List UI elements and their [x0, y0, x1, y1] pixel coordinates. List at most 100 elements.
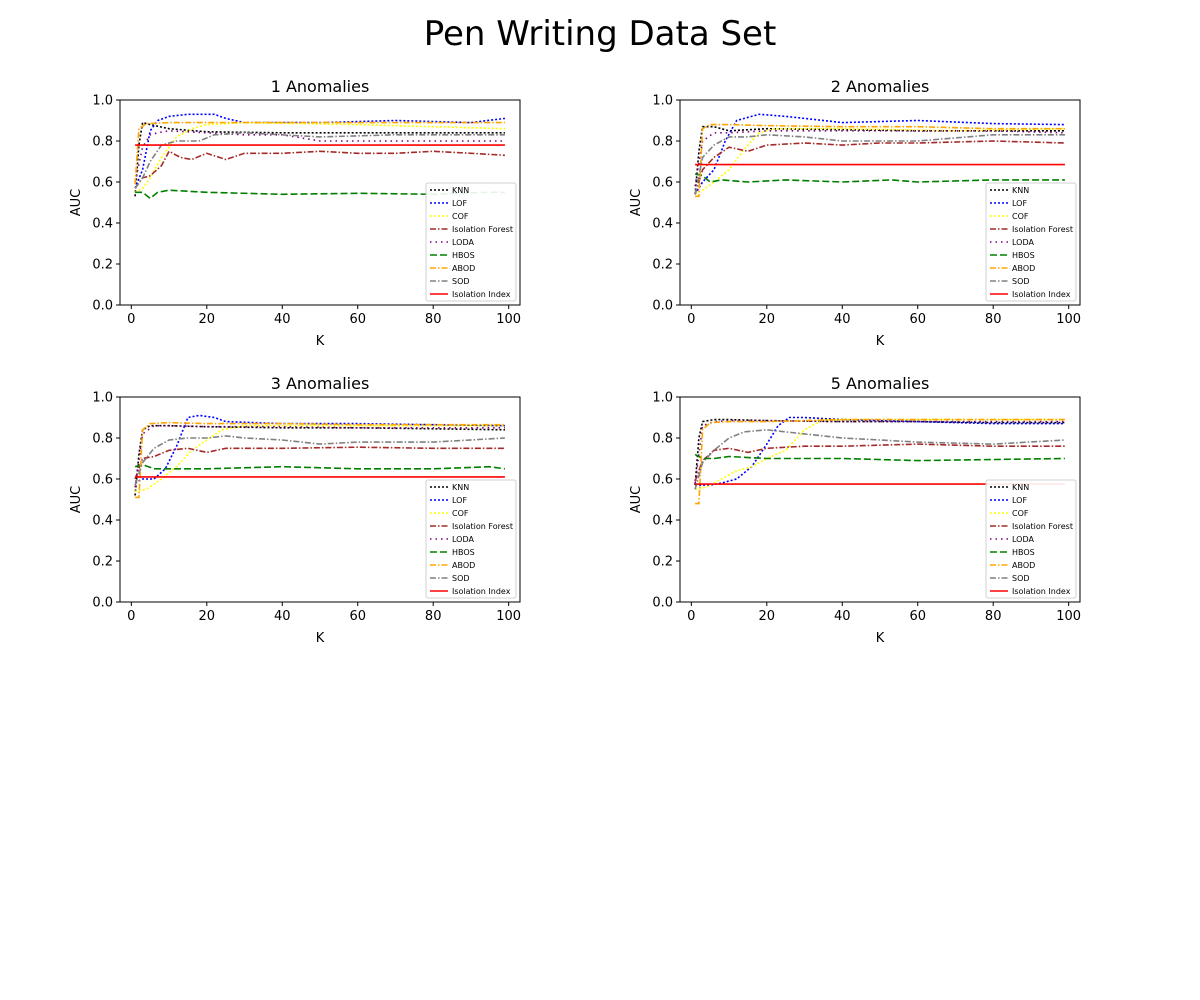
x-tick-label: 100 — [1056, 312, 1081, 327]
series-lines — [694, 113, 1065, 198]
x-tick-label: 20 — [199, 312, 216, 327]
x-tick-label: 0 — [127, 312, 135, 327]
legend-label: KNN — [452, 483, 469, 492]
legend-label: SOD — [1012, 277, 1030, 286]
x-tick-label: 100 — [496, 312, 521, 327]
legend: KNN LOF COF Isolation Forest LODA HBOS ABOD SOD… — [425, 479, 517, 599]
legend-label: COF — [1012, 212, 1029, 221]
series-line-isolation-forest — [694, 140, 1065, 195]
series-line-sod — [694, 428, 1065, 490]
series-line-isolation-forest — [134, 150, 505, 189]
y-tick-label: 0.4 — [92, 514, 113, 529]
series-line-lof — [134, 113, 505, 189]
legend-label: KNN — [452, 186, 469, 195]
y-tick-label: 1.0 — [652, 391, 673, 406]
y-axis-label: AUC — [629, 189, 644, 217]
legend-label: Isolation Forest — [452, 225, 513, 234]
series-line-hbos — [694, 453, 1065, 462]
legend-label: ABOD — [452, 561, 475, 570]
legend-label: KNN — [1012, 186, 1029, 195]
y-tick-label: 0.0 — [652, 299, 673, 314]
x-tick-label: 100 — [496, 609, 521, 624]
x-tick-label: 60 — [349, 312, 366, 327]
y-tick-label: 0.8 — [652, 135, 673, 150]
chart-title: 3 Anomalies — [271, 374, 370, 393]
x-tick-label: 60 — [909, 312, 926, 327]
series-line-cof — [134, 424, 505, 493]
legend-label: HBOS — [1012, 548, 1035, 557]
chart-panel-2: 2 Anomalies 0 20 40 60 80 100 0.0 0.2 0.4 0.6 0.8 1.… — [629, 77, 1081, 349]
x-tick-label: 60 — [909, 609, 926, 624]
series-line-cof — [134, 121, 505, 194]
y-tick-label: 1.0 — [92, 94, 113, 109]
legend-label: LODA — [1012, 238, 1034, 247]
series-line-knn — [134, 121, 505, 197]
x-tick-label: 20 — [759, 609, 776, 624]
series-line-lof — [694, 113, 1065, 195]
x-tick-label: 0 — [687, 609, 695, 624]
x-axis-label: K — [316, 631, 325, 646]
y-axis-label: AUC — [69, 486, 84, 514]
y-tick-label: 1.0 — [652, 94, 673, 109]
x-tick-label: 20 — [199, 609, 216, 624]
legend-label: SOD — [452, 574, 470, 583]
series-line-sod — [694, 133, 1065, 195]
x-tick-label: 80 — [425, 609, 442, 624]
series-line-loda — [694, 419, 1065, 484]
y-tick-label: 0.6 — [652, 473, 673, 488]
legend-label: Isolation Index — [452, 587, 511, 596]
x-tick-label: 40 — [274, 609, 291, 624]
legend-label: COF — [1012, 509, 1029, 518]
legend-label: Isolation Forest — [1012, 225, 1073, 234]
legend-label: LOF — [452, 496, 467, 505]
y-axis-label: AUC — [629, 486, 644, 514]
series-line-abod — [135, 421, 505, 499]
y-tick-label: 0.6 — [652, 176, 673, 191]
x-tick-label: 60 — [349, 609, 366, 624]
legend-label: LOF — [1012, 496, 1027, 505]
legend-label: COF — [452, 212, 469, 221]
x-axis-label: K — [876, 334, 885, 349]
y-tick-label: 1.0 — [92, 391, 113, 406]
y-tick-label: 0.4 — [652, 514, 673, 529]
y-tick-label: 0.0 — [92, 596, 113, 611]
legend-label: LODA — [452, 238, 474, 247]
legend-label: Isolation Index — [452, 290, 511, 299]
y-tick-label: 0.6 — [92, 176, 113, 191]
x-tick-label: 80 — [985, 609, 1002, 624]
y-tick-label: 0.2 — [652, 258, 673, 273]
y-tick-label: 0.0 — [652, 596, 673, 611]
legend-label: KNN — [1012, 483, 1029, 492]
legend-box — [985, 182, 1077, 302]
series-line-knn — [694, 418, 1065, 486]
legend-label: LOF — [1012, 199, 1027, 208]
legend-label: ABOD — [1012, 561, 1035, 570]
x-tick-label: 0 — [127, 609, 135, 624]
y-tick-label: 0.8 — [92, 432, 113, 447]
y-axis-label: AUC — [69, 189, 84, 217]
chart-panel-1: 1 Anomalies 0 20 40 60 80 100 0.0 0.2 0.4 0.6 0.8 1.… — [69, 77, 521, 349]
x-tick-label: 0 — [687, 312, 695, 327]
series-line-loda — [694, 130, 1065, 187]
chart-panel-4: 5 Anomalies 0 20 40 60 80 100 0.0 0.2 0.4 0.6 0.8 1.… — [629, 374, 1081, 646]
x-tick-label: 40 — [274, 312, 291, 327]
y-tick-label: 0.8 — [652, 432, 673, 447]
figure-title: Pen Writing Data Set — [423, 14, 777, 54]
legend-box — [425, 479, 517, 599]
x-tick-label: 80 — [425, 312, 442, 327]
x-tick-label: 20 — [759, 312, 776, 327]
legend-label: Isolation Index — [1012, 587, 1071, 596]
series-line-lof — [695, 416, 1065, 486]
series-line-hbos — [694, 173, 1065, 183]
legend-label: Isolation Forest — [1012, 522, 1073, 531]
y-tick-label: 0.8 — [92, 135, 113, 150]
legend-label: LODA — [1012, 535, 1034, 544]
legend-label: LOF — [452, 199, 467, 208]
chart-panel-3: 3 Anomalies 0 20 40 60 80 100 0.0 0.2 0.4 0.6 0.8 1.… — [69, 374, 521, 646]
y-tick-label: 0.2 — [92, 258, 113, 273]
legend-label: SOD — [452, 277, 470, 286]
plot-frame — [679, 99, 1081, 306]
legend: KNN LOF COF Isolation Forest LODA HBOS ABOD SOD… — [425, 182, 517, 302]
legend: KNN LOF COF Isolation Forest LODA HBOS ABOD SOD… — [985, 182, 1077, 302]
